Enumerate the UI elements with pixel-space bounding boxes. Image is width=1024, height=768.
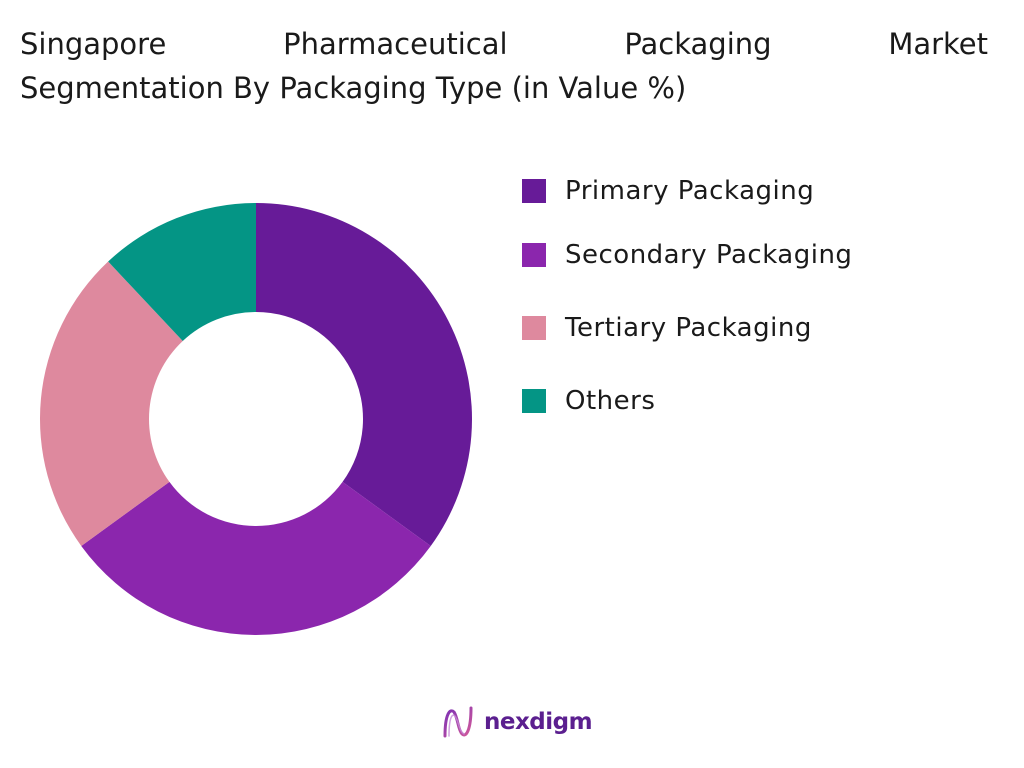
title-word: Packaging: [624, 27, 772, 61]
legend-swatch: [522, 179, 546, 203]
slice-others: [108, 203, 257, 342]
legend-label: Primary Packaging: [565, 176, 815, 206]
legend-swatch: [522, 389, 546, 413]
legend-label: Tertiary Packaging: [565, 313, 812, 343]
slice-tertiary-packaging: [39, 261, 183, 546]
donut-chart: [39, 203, 473, 635]
legend-swatch: [522, 243, 546, 267]
legend-item-tertiary-packaging: Tertiary Packaging: [522, 313, 812, 343]
legend-item-others: Others: [522, 386, 655, 416]
title-word: Market: [888, 27, 989, 61]
legend-swatch: [522, 316, 546, 340]
chart-title-line-1: Singapore Pharmaceutical Packaging Marke…: [20, 22, 988, 66]
legend-item-secondary-packaging: Secondary Packaging: [522, 240, 852, 270]
slice-secondary-packaging: [81, 481, 431, 635]
title-word: Singapore: [20, 27, 167, 61]
brand-name: nexdigm: [484, 709, 593, 735]
legend-label: Secondary Packaging: [565, 240, 853, 270]
chart-title-line-2: Segmentation By Packaging Type (in Value…: [20, 71, 687, 105]
slice-primary-packaging: [256, 203, 473, 546]
nexdigm-wave-icon: [443, 706, 473, 738]
legend-label: Others: [565, 386, 656, 416]
legend-item-primary-packaging: Primary Packaging: [522, 176, 814, 206]
chart-title: Singapore Pharmaceutical Packaging Marke…: [20, 22, 988, 110]
title-word: Pharmaceutical: [283, 27, 508, 61]
brand-logo: nexdigm: [440, 704, 593, 740]
